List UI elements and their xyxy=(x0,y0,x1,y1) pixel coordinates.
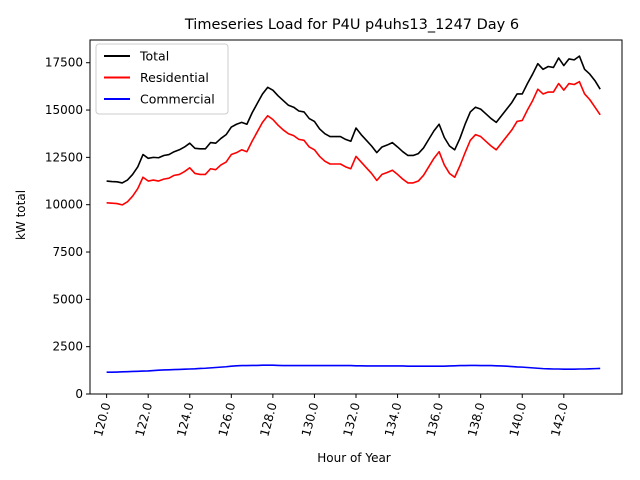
y-tick-label: 7500 xyxy=(52,245,83,259)
legend-label-total: Total xyxy=(139,49,169,64)
legend: Total Residential Commercial xyxy=(95,43,229,115)
legend-label-commercial: Commercial xyxy=(140,92,215,107)
y-tick-label: 5000 xyxy=(52,292,83,306)
y-tick-label: 17500 xyxy=(45,56,83,70)
x-axis-title: Hour of Year xyxy=(317,451,391,465)
legend-label-residential: Residential xyxy=(140,70,209,85)
legend-box xyxy=(95,43,229,115)
y-axis-title: kW total xyxy=(14,190,28,240)
y-tick-label: 10000 xyxy=(45,198,83,212)
chart-title: Timeseries Load for P4U p4uhs13_1247 Day… xyxy=(184,17,519,33)
series-line-total xyxy=(106,55,601,184)
plot-area xyxy=(106,55,601,374)
y-tick-label: 2500 xyxy=(52,340,83,354)
y-tick-label: 0 xyxy=(75,387,83,401)
plot-frame xyxy=(89,39,623,395)
y-axis-ticks: 0 2500 5000 7500 10000 12500 15000 17500 xyxy=(45,56,90,401)
series-line-commercial xyxy=(106,364,601,374)
y-tick-label: 15000 xyxy=(45,103,83,117)
series-line-residential xyxy=(106,80,601,206)
y-tick-label: 12500 xyxy=(45,150,83,164)
